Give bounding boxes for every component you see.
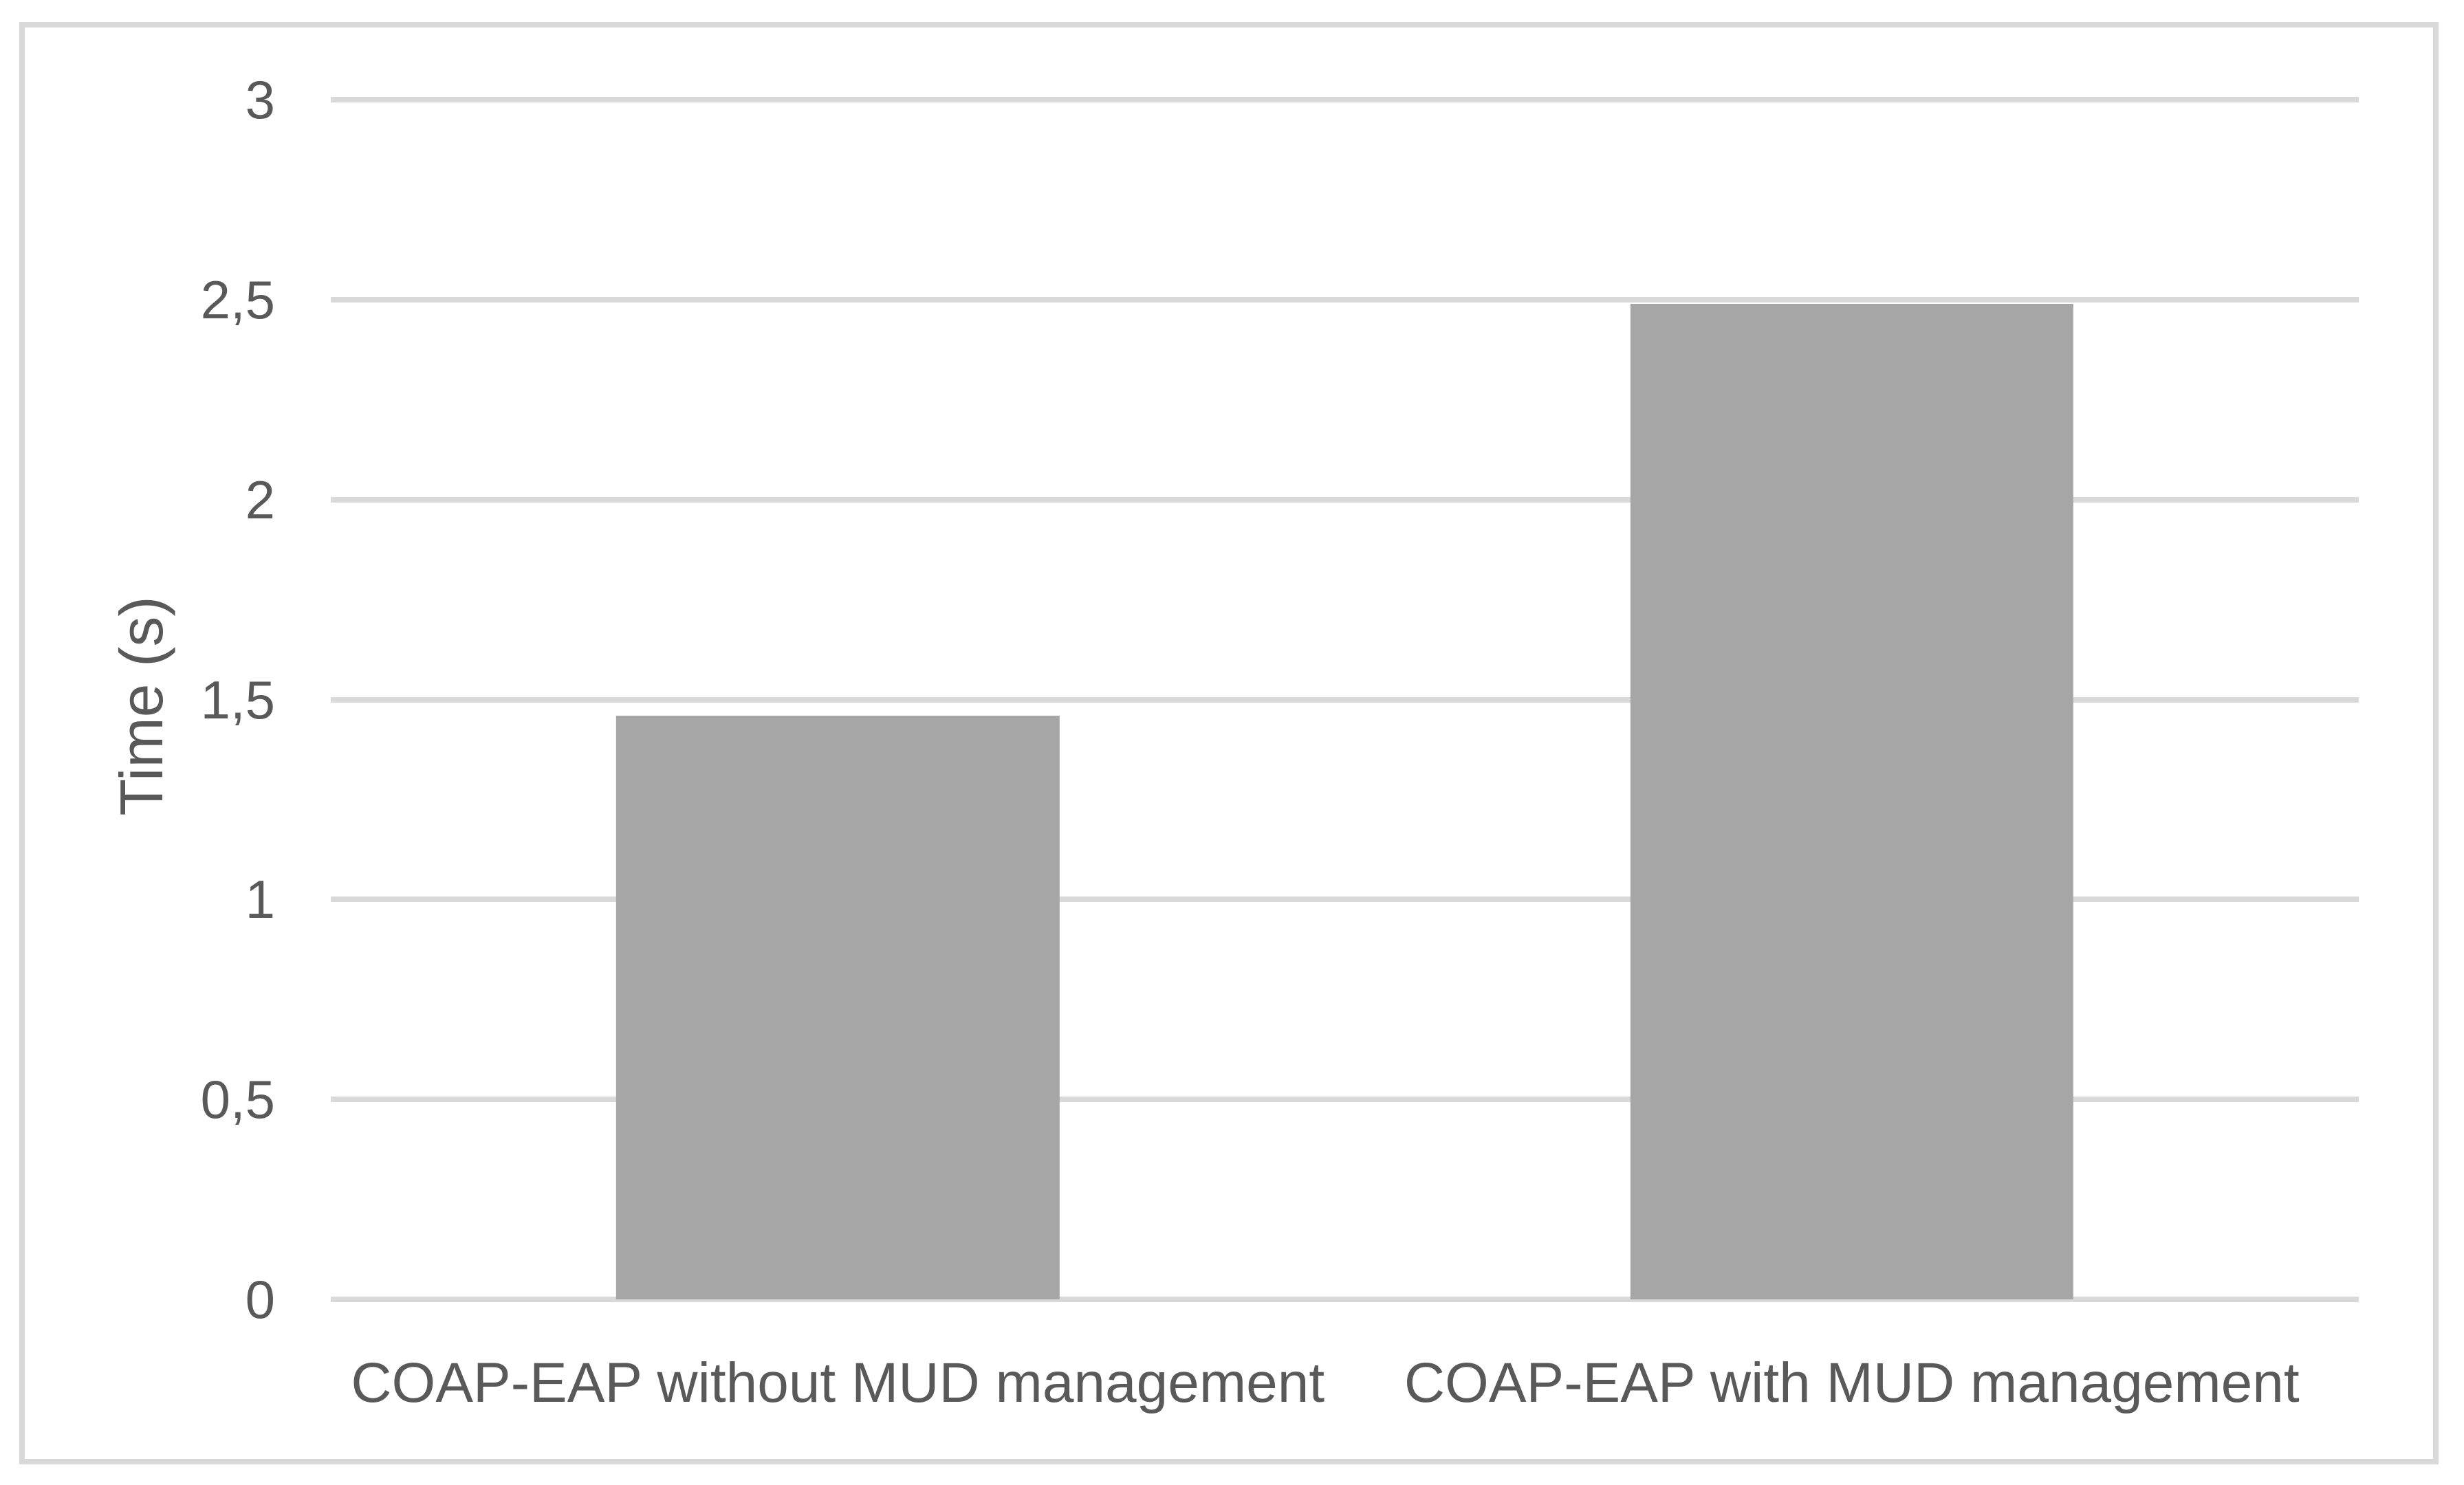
gridline-y-0 — [331, 1297, 2359, 1302]
gridline-y-2 — [331, 496, 2359, 503]
y-tick-label-1: 1 — [245, 869, 275, 930]
bar-1 — [1630, 303, 2073, 1299]
gridline-y-1 — [331, 896, 2359, 903]
y-tick-label-2,5: 2,5 — [200, 269, 275, 330]
x-axis-category-labels: COAP-EAP without MUD management COAP-EAP … — [331, 1342, 2359, 1431]
y-tick-label-0: 0 — [245, 1269, 275, 1330]
gridline-y-3 — [331, 97, 2359, 102]
gridline-y-1,5 — [331, 696, 2359, 703]
y-axis-tick-labels: 0 0,5 1 1,5 2 2,5 3 — [0, 73, 275, 1326]
y-tick-label-2: 2 — [245, 469, 275, 530]
y-tick-label-0,5: 0,5 — [200, 1069, 275, 1130]
gridline-y-2,5 — [331, 296, 2359, 302]
bar-slot-1 — [1345, 100, 2359, 1299]
y-tick-label-1,5: 1,5 — [200, 669, 275, 730]
plot-area — [331, 97, 2359, 1302]
bar-slot-0 — [331, 100, 1345, 1299]
x-category-label-0: COAP-EAP without MUD management — [351, 1352, 1325, 1414]
bar-0 — [616, 715, 1060, 1299]
gridline-y-0,5 — [331, 1097, 2359, 1103]
chart-outer-border — [19, 22, 2439, 1464]
x-category-label-1: COAP-EAP with MUD management — [1404, 1352, 2300, 1414]
y-tick-label-3: 3 — [245, 69, 275, 130]
